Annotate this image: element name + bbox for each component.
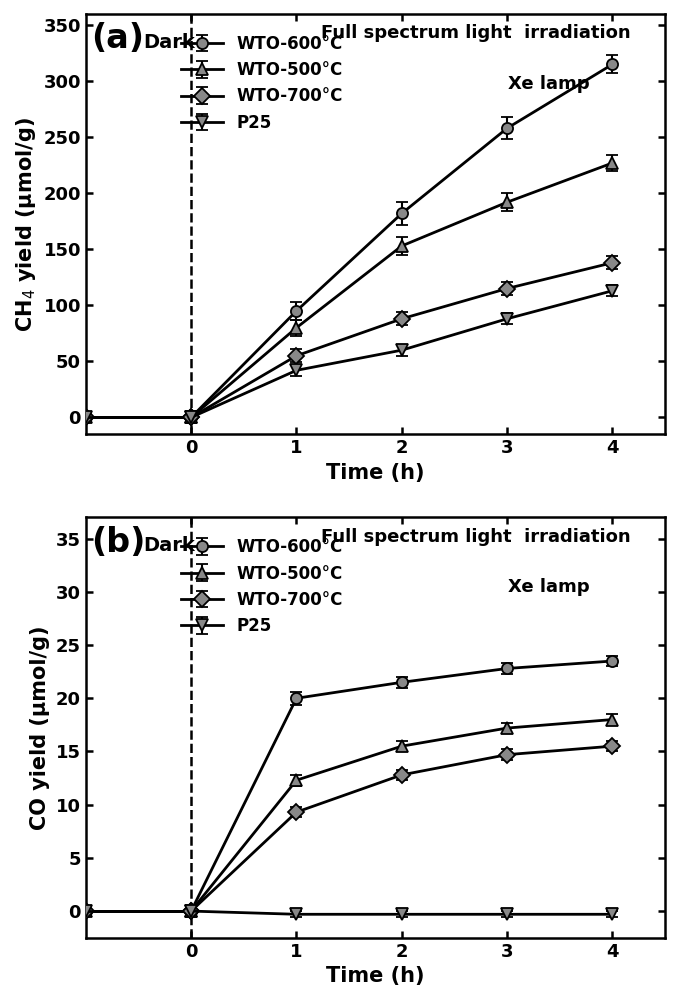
Text: Dark: Dark [144,536,196,555]
Text: Full spectrum light  irradiation: Full spectrum light irradiation [320,528,630,546]
Text: Dark: Dark [144,33,196,52]
Y-axis label: CH$_4$ yield (μmol/g): CH$_4$ yield (μmol/g) [14,117,38,332]
X-axis label: Time (h): Time (h) [326,463,424,483]
Text: Xe lamp: Xe lamp [509,75,590,93]
Text: Full spectrum light  irradiation: Full spectrum light irradiation [320,24,630,42]
Y-axis label: CO yield (μmol/g): CO yield (μmol/g) [31,625,50,830]
Legend: WTO-600°C, WTO-500°C, WTO-700°C, P25: WTO-600°C, WTO-500°C, WTO-700°C, P25 [181,35,342,132]
Legend: WTO-600°C, WTO-500°C, WTO-700°C, P25: WTO-600°C, WTO-500°C, WTO-700°C, P25 [181,538,342,635]
X-axis label: Time (h): Time (h) [326,966,424,986]
Text: (b): (b) [92,526,146,559]
Text: (a): (a) [92,22,145,55]
Text: Xe lamp: Xe lamp [509,578,590,596]
